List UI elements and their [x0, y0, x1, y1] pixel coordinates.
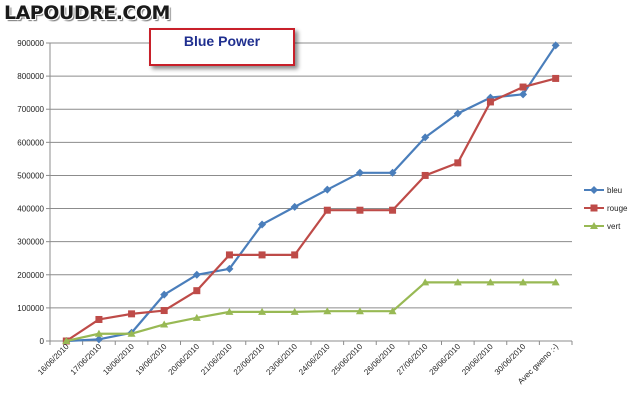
- legend-label: bleu: [607, 185, 623, 195]
- data-point: [323, 206, 331, 214]
- data-point: [551, 41, 560, 50]
- x-tick-label: 20/06/2010: [167, 342, 202, 377]
- data-point: [421, 133, 430, 142]
- x-tick-label: 16/06/2010: [36, 342, 71, 377]
- data-point: [225, 307, 234, 315]
- axes: [46, 42, 573, 345]
- legend-label: vert: [607, 221, 621, 231]
- data-point: [453, 278, 462, 286]
- x-tick-label: 27/06/2010: [395, 342, 430, 377]
- x-tick-label: 25/06/2010: [330, 342, 365, 377]
- data-point: [94, 329, 103, 337]
- data-point: [590, 186, 598, 194]
- x-tick-label: 21/06/2010: [199, 342, 234, 377]
- data-point: [389, 206, 397, 214]
- data-point: [258, 307, 267, 315]
- data-point: [160, 320, 169, 328]
- legend-swatch-vert: [584, 222, 604, 229]
- y-tick-label: 0: [40, 337, 45, 346]
- y-tick-label: 500000: [17, 171, 44, 180]
- site-watermark: LAPOUDRE.COM: [4, 2, 170, 24]
- y-tick-label: 800000: [17, 72, 44, 81]
- data-point: [421, 278, 430, 286]
- data-point: [551, 278, 560, 286]
- x-tick-label: 28/06/2010: [428, 342, 463, 377]
- series-bleu: [62, 41, 560, 345]
- x-tick-label: 22/06/2010: [232, 342, 267, 377]
- chart-title-box: Blue Power: [149, 28, 295, 66]
- legend-swatch-bleu: [584, 186, 604, 194]
- data-point: [486, 278, 495, 286]
- data-point: [323, 185, 332, 194]
- x-tick-label: 24/06/2010: [297, 342, 332, 377]
- legend-item-vert: vert: [584, 217, 627, 235]
- x-tick-label: 26/06/2010: [362, 342, 397, 377]
- data-point: [356, 206, 364, 214]
- y-tick-label: 200000: [17, 271, 44, 280]
- data-point: [225, 251, 233, 259]
- y-tick-label: 700000: [17, 105, 44, 114]
- data-point: [519, 83, 527, 91]
- x-tick-label: 30/06/2010: [493, 342, 528, 377]
- data-point: [590, 204, 598, 212]
- data-point: [590, 222, 598, 229]
- data-point: [258, 220, 267, 229]
- y-tick-label: 100000: [17, 304, 44, 313]
- data-point: [62, 337, 71, 344]
- legend-swatch-rouge: [584, 204, 604, 212]
- data-point: [193, 287, 201, 295]
- x-tick-label: 17/06/2010: [69, 342, 104, 377]
- x-tick-label: 23/06/2010: [264, 342, 299, 377]
- data-point: [160, 307, 168, 315]
- x-tick-label: 19/06/2010: [134, 342, 169, 377]
- data-point: [519, 90, 528, 99]
- data-point: [192, 270, 201, 279]
- y-tick-label: 900000: [17, 39, 44, 48]
- series-line: [66, 281, 556, 343]
- data-point: [388, 168, 397, 177]
- data-point: [453, 109, 462, 118]
- data-point: [258, 251, 266, 259]
- data-point: [290, 307, 299, 315]
- series-line: [66, 44, 557, 343]
- legend-item-rouge: rouge: [584, 199, 627, 217]
- gridlines: [50, 42, 572, 342]
- data-point: [355, 307, 364, 315]
- y-tick-label: 300000: [17, 238, 44, 247]
- legend-label: rouge: [607, 203, 628, 213]
- data-point: [127, 329, 136, 337]
- data-point: [291, 251, 299, 259]
- data-point: [454, 159, 462, 167]
- data-point: [355, 168, 364, 177]
- legend-item-bleu: bleu: [584, 181, 627, 199]
- data-point: [225, 264, 234, 273]
- data-point: [290, 202, 299, 211]
- x-tick-label: 18/06/2010: [101, 342, 136, 377]
- data-point: [486, 98, 494, 106]
- data-point: [388, 307, 397, 315]
- data-point: [552, 74, 560, 82]
- y-tick-label: 600000: [17, 138, 44, 147]
- data-point: [160, 290, 169, 299]
- data-point: [519, 278, 528, 286]
- y-tick-label: 400000: [17, 205, 44, 214]
- series-vert: [62, 278, 560, 344]
- x-tick-label: 29/06/2010: [460, 342, 495, 377]
- data-point: [95, 315, 103, 323]
- series-rouge: [62, 74, 560, 345]
- data-point: [421, 171, 429, 179]
- chart-title: Blue Power: [183, 33, 261, 49]
- data-point: [192, 313, 201, 321]
- series-layer: [62, 41, 560, 345]
- chart-legend: bleu rouge vert: [584, 181, 627, 235]
- series-line: [65, 77, 556, 342]
- data-point: [94, 335, 103, 344]
- data-point: [323, 307, 332, 315]
- data-point: [128, 310, 136, 318]
